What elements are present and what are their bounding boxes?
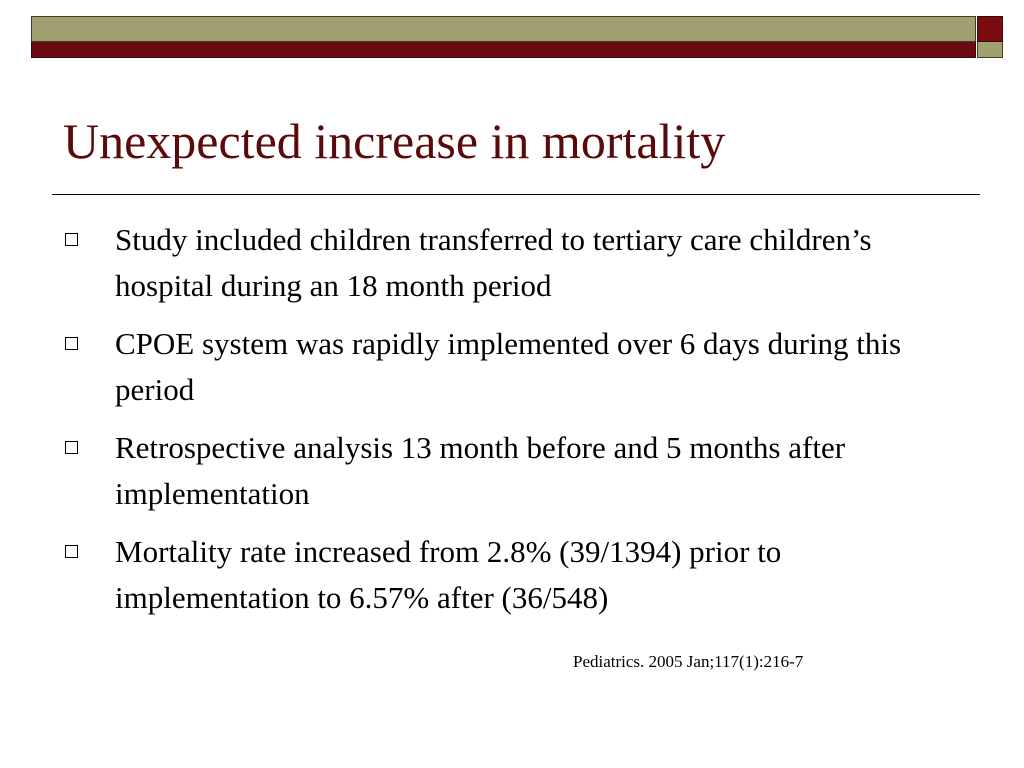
slide-title: Unexpected increase in mortality: [63, 113, 726, 169]
bullet-item: Mortality rate increased from 2.8% (39/1…: [65, 529, 965, 621]
hollow-square-bullet-icon: [65, 545, 78, 558]
corner-olive-square: [977, 42, 1003, 58]
hollow-square-bullet-icon: [65, 337, 78, 350]
bullet-text: Mortality rate increased from 2.8% (39/1…: [115, 534, 782, 615]
hollow-square-bullet-icon: [65, 233, 78, 246]
bullet-item: Study included children transferred to t…: [65, 217, 965, 309]
header-decoration-bar: [31, 16, 976, 58]
bullet-item: CPOE system was rapidly implemented over…: [65, 321, 965, 413]
bullet-text: CPOE system was rapidly implemented over…: [115, 326, 902, 407]
bullet-list: Study included children transferred to t…: [65, 217, 965, 633]
bullet-item: Retrospective analysis 13 month before a…: [65, 425, 965, 517]
bullet-text: Study included children transferred to t…: [115, 222, 872, 303]
citation: Pediatrics. 2005 Jan;117(1):216-7: [573, 652, 804, 671]
header-olive-band: [31, 16, 976, 42]
corner-maroon-square: [977, 16, 1003, 42]
header-maroon-band: [31, 42, 976, 58]
title-divider: [52, 194, 980, 195]
bullet-text: Retrospective analysis 13 month before a…: [115, 430, 846, 511]
hollow-square-bullet-icon: [65, 441, 78, 454]
